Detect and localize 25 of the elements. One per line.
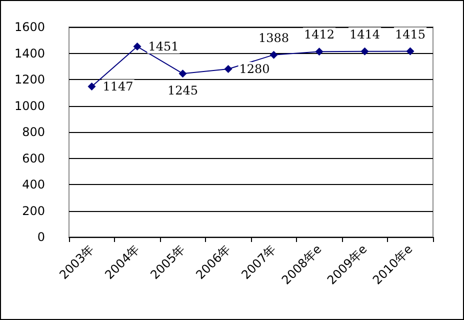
point [224, 65, 232, 73]
y-tick-label: 1000 [14, 98, 45, 113]
point [178, 70, 187, 78]
data-label: 1245 [167, 84, 198, 98]
y-tick-label: 1400 [14, 46, 45, 60]
y-tick-label: 1200 [14, 72, 45, 86]
y-tick-label: 600 [22, 151, 45, 166]
point [133, 42, 142, 51]
data-label: 1388 [258, 30, 290, 45]
y-tick-label: 1600 [14, 20, 45, 34]
point [88, 82, 96, 90]
data-label: 1414 [349, 27, 380, 42]
y-tick-label: 800 [22, 125, 45, 139]
data-label: 1415 [394, 27, 426, 42]
point [360, 47, 369, 56]
point [406, 47, 414, 56]
data-label: 1451 [148, 40, 179, 54]
data-label: 1147 [102, 79, 134, 94]
y-tick-label: 0 [37, 230, 45, 244]
data-label: 1280 [239, 62, 270, 76]
data-label: 1412 [304, 28, 335, 42]
y-tick-label: 400 [22, 178, 45, 192]
point [270, 50, 278, 59]
point [315, 48, 324, 56]
y-tick-label: 200 [22, 204, 45, 218]
